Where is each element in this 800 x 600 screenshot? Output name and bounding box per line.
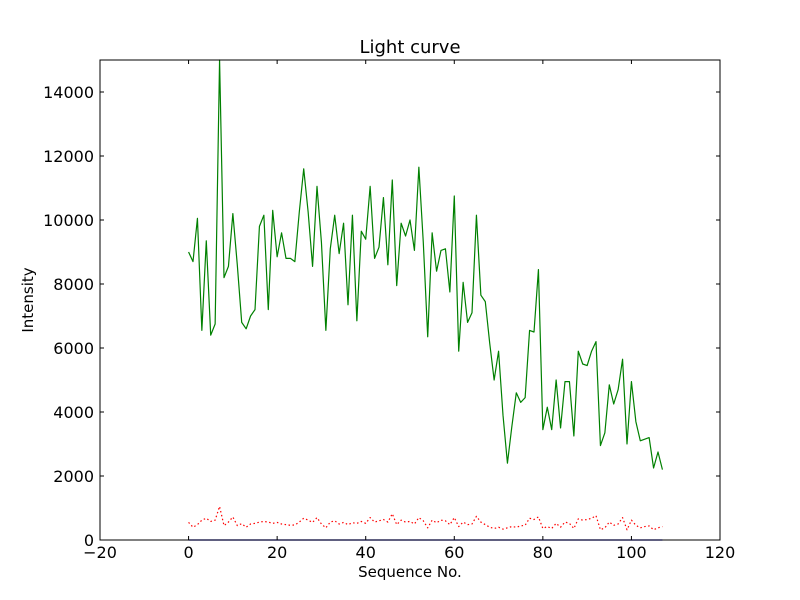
x-tick-label: 0 — [183, 543, 193, 562]
y-tick-label: 0 — [84, 531, 94, 550]
y-axis-label: Intensity — [19, 267, 37, 332]
y-tick-label: 12000 — [43, 147, 94, 166]
x-tick-label: 60 — [444, 543, 464, 562]
y-tick-label: 4000 — [53, 403, 94, 422]
x-tick-label: 120 — [705, 543, 736, 562]
y-tick-label: 2000 — [53, 467, 94, 486]
series-line-1 — [188, 59, 664, 470]
x-tick-label: 100 — [616, 543, 647, 562]
x-tick-label: 80 — [533, 543, 553, 562]
x-tick-label: 20 — [267, 543, 287, 562]
x-tick-label: 40 — [356, 543, 376, 562]
y-tick-label: 8000 — [53, 275, 94, 294]
y-tick-label: 6000 — [53, 339, 94, 358]
y-tick-label: 10000 — [43, 211, 94, 230]
x-axis-label: Sequence No. — [358, 563, 462, 581]
plot-background — [100, 60, 720, 540]
series-line-2 — [188, 505, 663, 531]
plot-area — [100, 59, 720, 541]
tick-layer: −20 0 20 40 60 80 100 1200200040006000800010000… — [43, 60, 735, 562]
chart-title: Light curve — [359, 37, 460, 58]
plot-frame — [99, 59, 721, 541]
x-tick-label: −20 — [83, 543, 117, 562]
y-tick-label: 14000 — [43, 83, 94, 102]
